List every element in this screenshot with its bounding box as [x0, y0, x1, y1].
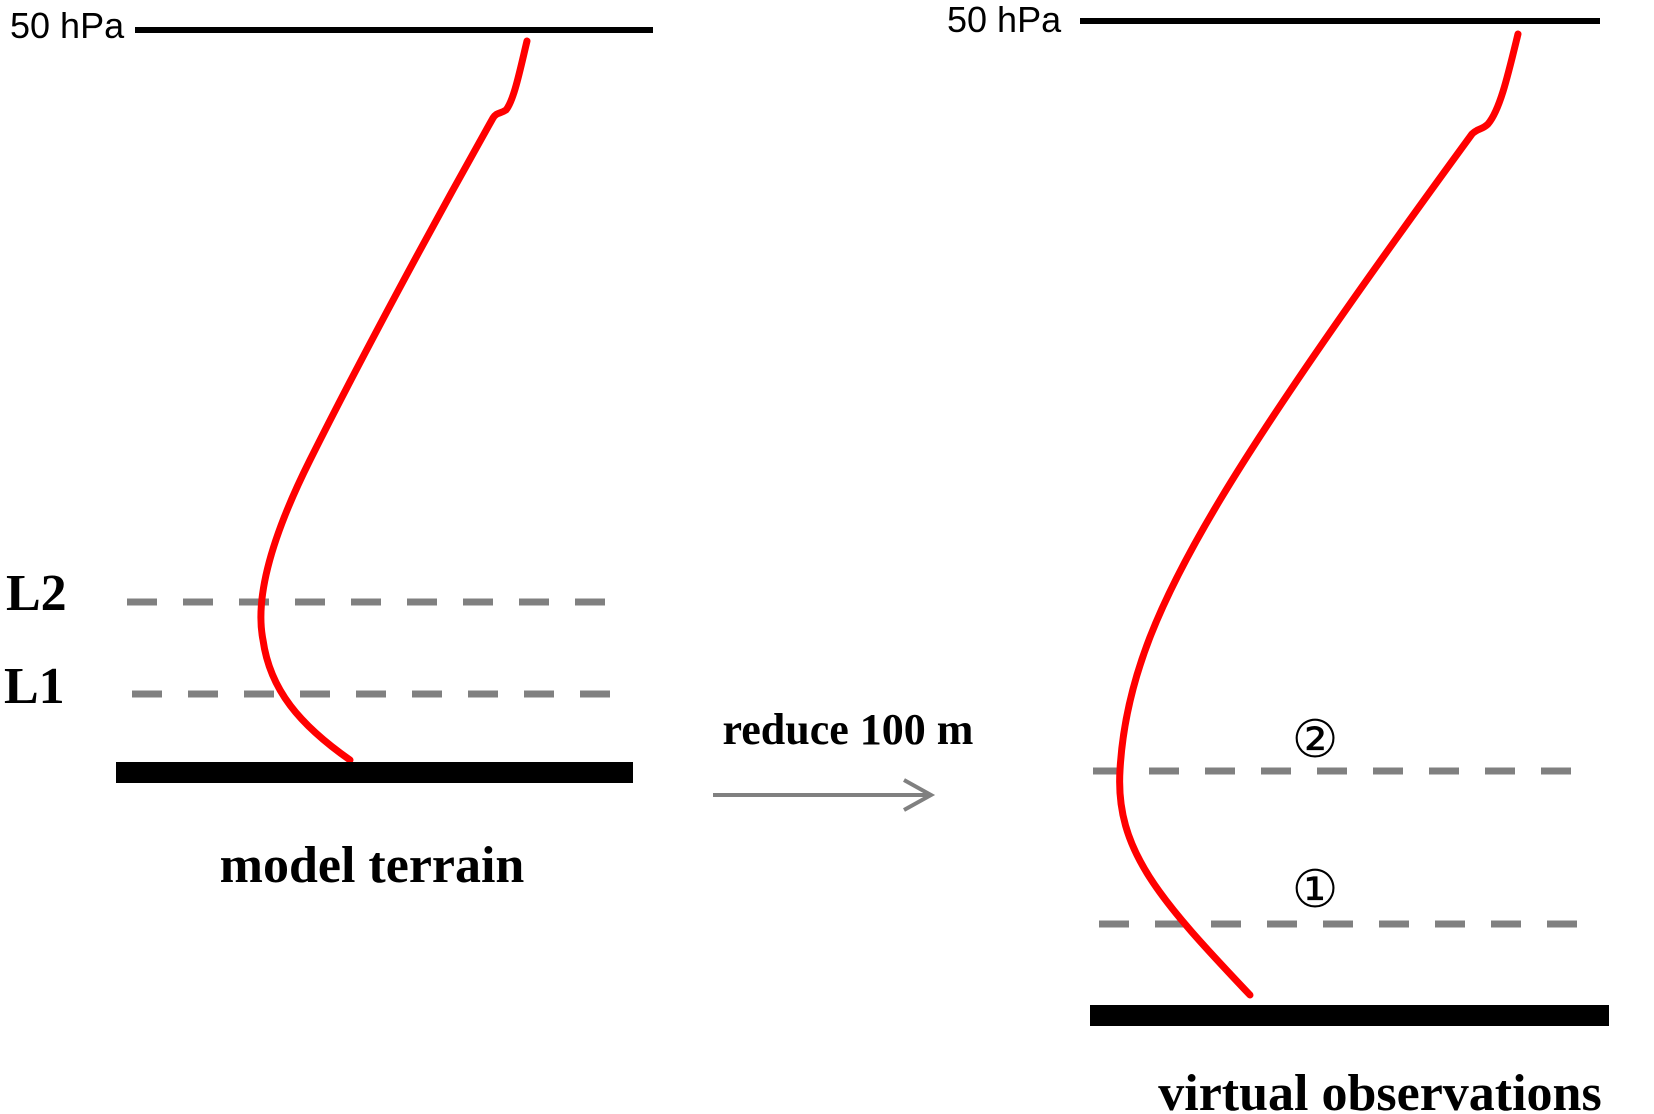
right-terrain-bar — [1090, 1005, 1609, 1026]
right-panel: 50 hPa ② ① virtual observations — [947, 0, 1609, 1114]
right-arrow-icon — [713, 778, 936, 812]
left-terrain-bar — [116, 762, 633, 783]
transition-label: reduce 100 m — [723, 705, 974, 754]
right-profile-curve — [1116, 30, 1522, 999]
left-level-label-l1: L1 — [4, 658, 65, 715]
transition-group: reduce 100 m — [713, 705, 974, 812]
left-level-label-l2: L2 — [6, 565, 67, 622]
left-caption: model terrain — [220, 837, 525, 894]
right-top-level-label: 50 hPa — [947, 0, 1062, 40]
right-level-marker-2: ② — [1292, 710, 1339, 770]
left-profile-curve — [257, 37, 531, 764]
right-caption: virtual observations — [1158, 1065, 1601, 1114]
left-panel: 50 hPa L2 L1 model terrain — [4, 5, 653, 894]
right-level-marker-1: ① — [1292, 860, 1339, 920]
left-top-level-label: 50 hPa — [10, 5, 125, 46]
